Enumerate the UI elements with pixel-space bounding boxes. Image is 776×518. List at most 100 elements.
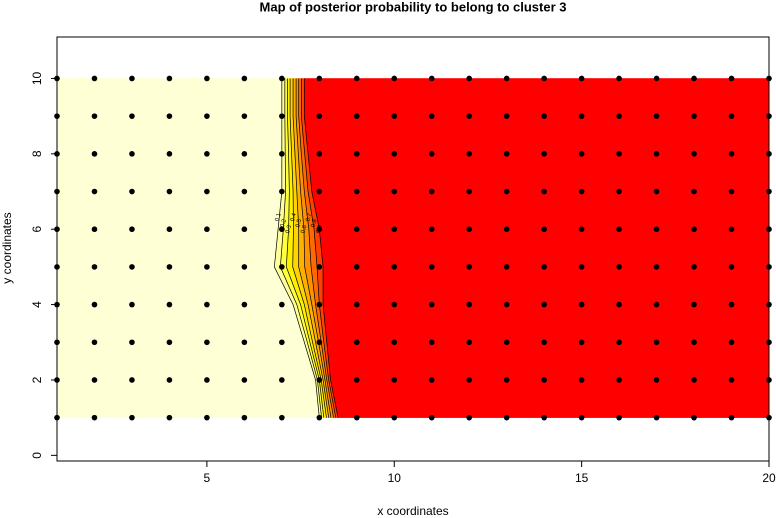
grid-point [691,301,697,308]
grid-point [353,75,360,82]
grid-point [616,339,622,346]
grid-point [91,264,98,270]
grid-point [129,188,135,195]
grid-point [428,264,435,270]
grid-point [541,301,547,308]
grid-point [91,188,98,195]
grid-point [391,113,398,119]
grid-point [91,113,98,119]
plot-frame [56,36,770,462]
grid-point [578,264,585,270]
grid-point [129,151,135,157]
grid-point [353,151,360,157]
grid-point [129,301,135,308]
grid-point [691,75,697,82]
grid-point [316,151,323,157]
grid-point [91,377,98,383]
grid-point [503,339,510,346]
contour-label: 0.6 [301,224,309,234]
grid-point [316,414,323,421]
grid-point [541,414,547,421]
grid-point [691,188,697,195]
grid-point [728,75,735,82]
grid-point [204,226,210,233]
grid-point [428,151,435,157]
grid-point [428,188,435,195]
grid-point [578,339,585,346]
grid-point [91,414,98,421]
contour-label: 0.4 [290,212,298,222]
grid-point [204,188,210,195]
grid-point [353,377,360,383]
grid-point [541,151,547,157]
grid-point [166,188,173,195]
grid-point [728,414,735,421]
grid-point [466,377,473,383]
contour-label: 0.3 [285,224,293,234]
grid-point [578,226,585,233]
grid-point [728,226,735,233]
grid-point [129,113,135,119]
grid-point [503,151,510,157]
grid-point [204,377,210,383]
grid-point [616,188,622,195]
y-tick-label: 4 [30,301,44,308]
grid-point [428,113,435,119]
grid-point [241,414,248,421]
x-axis-label: x coordinates [377,504,448,518]
grid-point [653,226,660,233]
grid-point [316,339,323,346]
grid-point [691,151,697,157]
contour-line [292,78,330,418]
x-tick-label: 15 [575,471,589,485]
contour-line [300,78,337,418]
grid-point [691,377,697,383]
grid-point [466,188,473,195]
grid-point [653,339,660,346]
grid-point [166,75,173,82]
grid-point [241,75,248,82]
grid-point [578,113,585,119]
contour-label: 0.1 [275,212,283,222]
contour-label: 0.5 [295,218,303,228]
grid-point [503,264,510,270]
grid-point [241,301,248,308]
y-axis-label: y coordinates [0,212,14,283]
grid-point [728,301,735,308]
grid-point [466,264,473,270]
grid-point [279,226,285,233]
grid-point [129,414,135,421]
x-tick-label: 20 [762,471,776,485]
grid-point [691,226,697,233]
grid-point [279,414,285,421]
grid-point [653,188,660,195]
grid-point [129,377,135,383]
grid-point [279,264,285,270]
grid-point [129,339,135,346]
chart-title: Map of posterior probability to belong t… [260,0,567,14]
y-tick-label: 8 [30,150,44,157]
grid-point [616,151,622,157]
grid-point [616,414,622,421]
grid-point [316,75,323,82]
grid-point [428,75,435,82]
grid-point [241,188,248,195]
grid-point [279,339,285,346]
grid-point [466,226,473,233]
grid-point [204,301,210,308]
grid-point [503,301,510,308]
grid-point [166,339,173,346]
grid-point [91,339,98,346]
grid-point [541,264,547,270]
grid-point [428,301,435,308]
grid-point [316,226,323,233]
grid-point [541,113,547,119]
grid-point [279,113,285,119]
grid-point [653,151,660,157]
grid-point [353,264,360,270]
grid-point [728,113,735,119]
grid-point [204,264,210,270]
grid-point [316,264,323,270]
grid-point [129,264,135,270]
grid-point [428,414,435,421]
